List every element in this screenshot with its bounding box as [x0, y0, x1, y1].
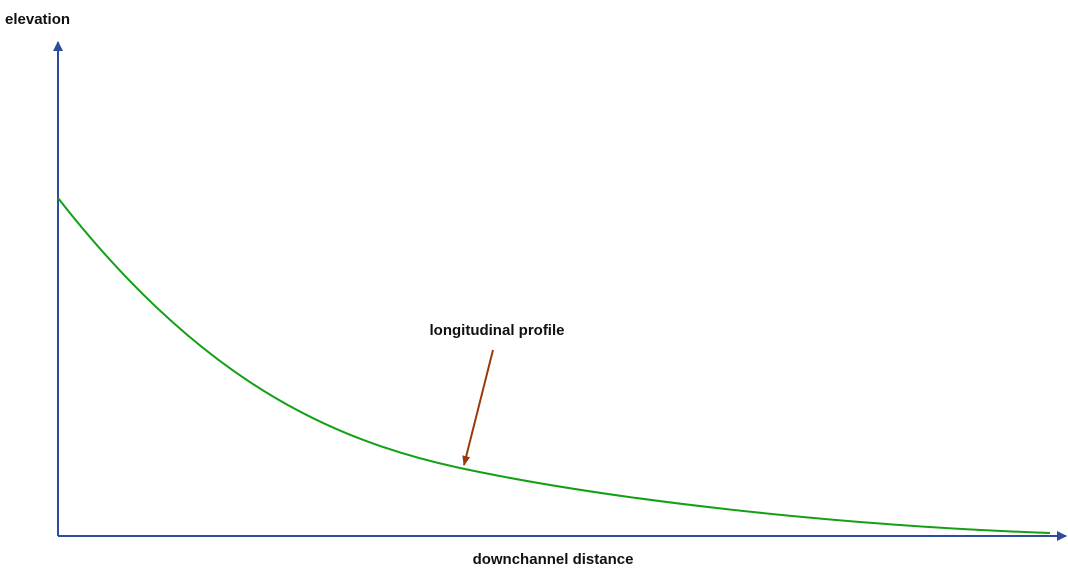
profile-curve	[57, 197, 1051, 534]
annotation-text: longitudinal profile	[430, 322, 565, 339]
annotation-arrow	[462, 349, 494, 466]
y-axis-label: elevation	[5, 11, 70, 28]
x-axis-label: downchannel distance	[473, 551, 634, 568]
